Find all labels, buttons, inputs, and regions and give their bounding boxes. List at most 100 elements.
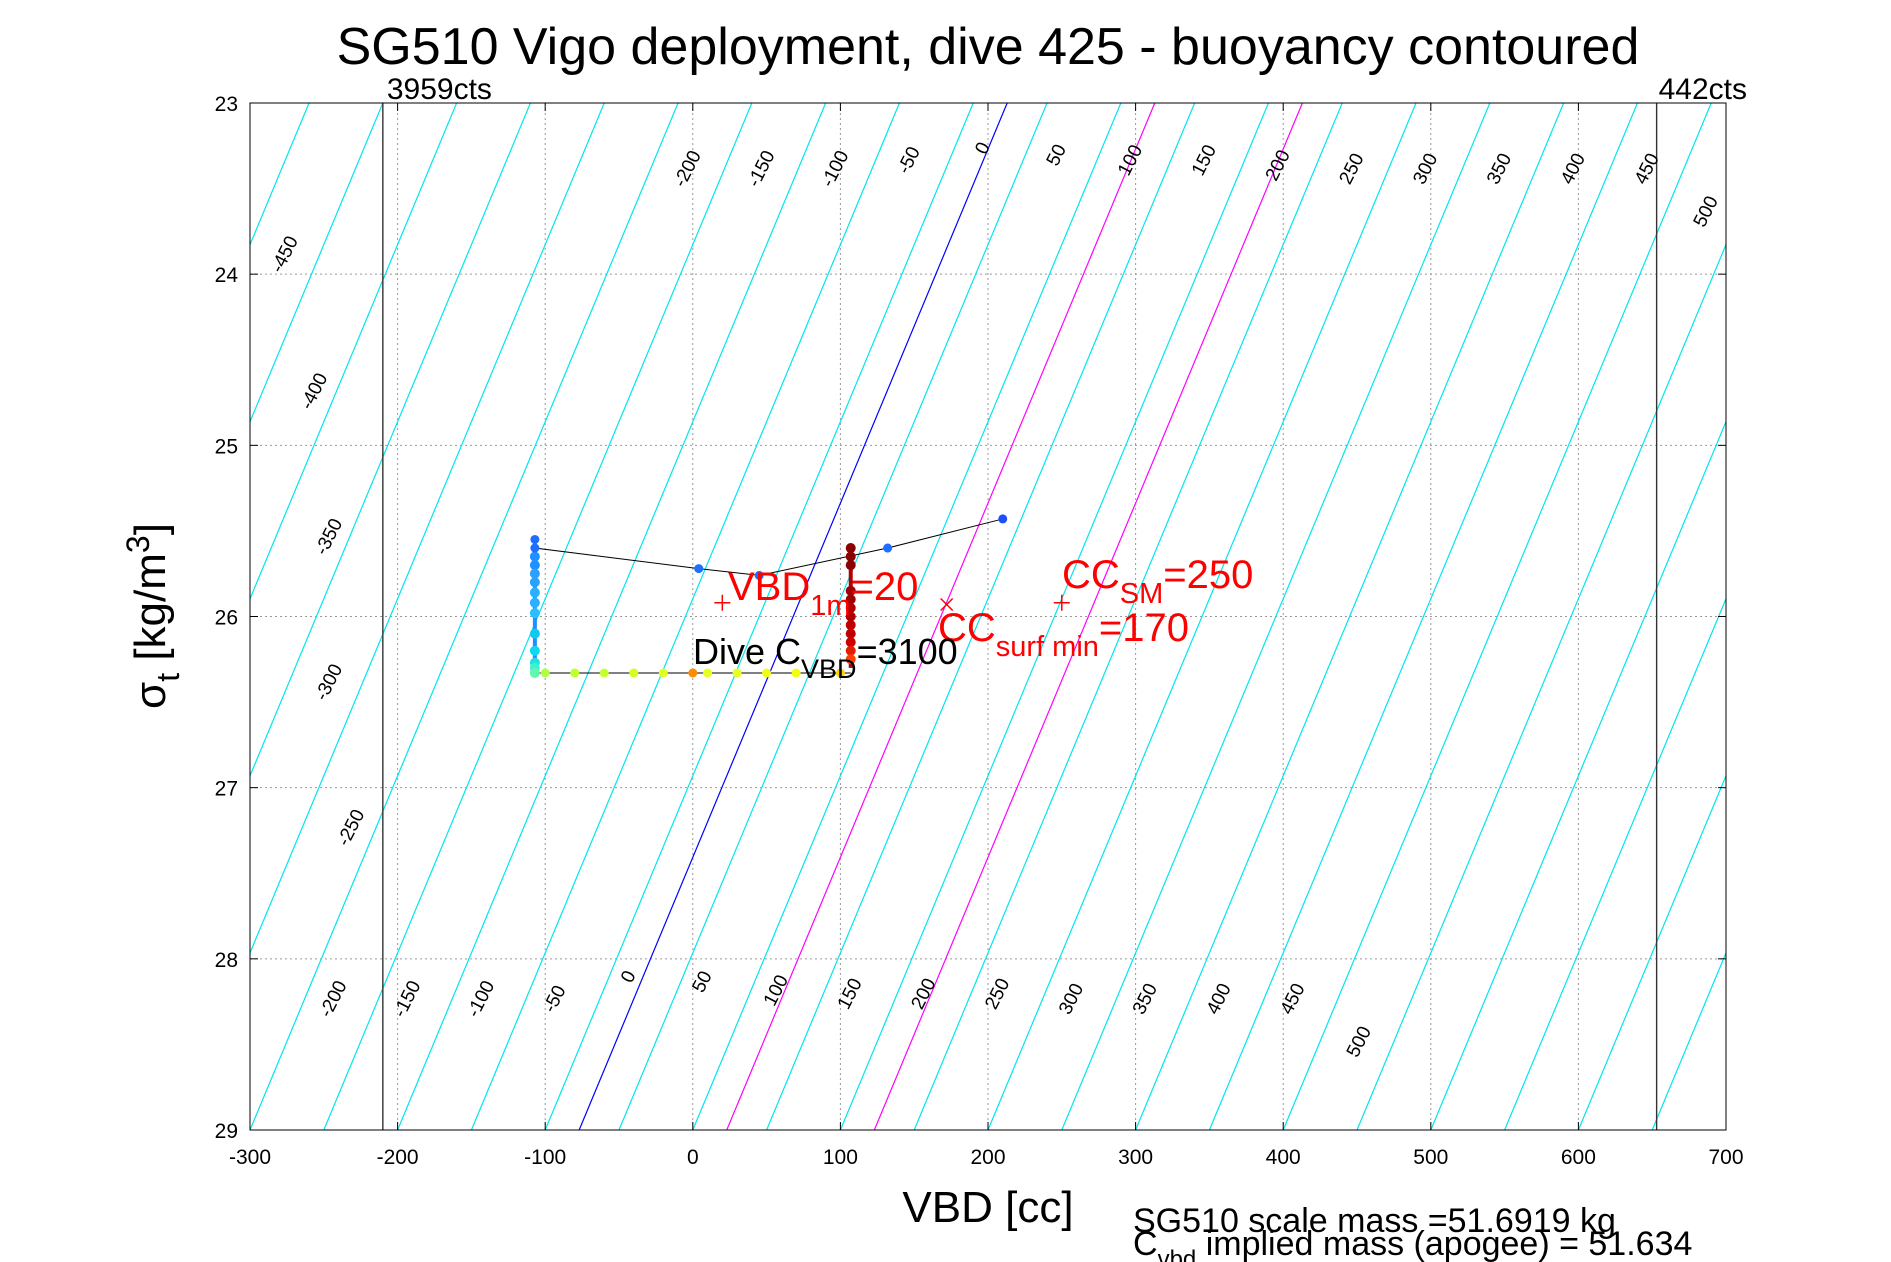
x-tick-label: 300	[1118, 1146, 1153, 1169]
ascent-point	[845, 620, 856, 631]
bottom-point	[703, 668, 713, 678]
descent-point	[529, 568, 540, 579]
chart-title: SG510 Vigo deployment, dive 425 - buoyan…	[337, 18, 1640, 76]
cross-marker	[940, 597, 954, 612]
buoyancy-contour-line	[692, 103, 1122, 1130]
annotation-cc-sm-main: CC	[1062, 553, 1120, 597]
buoyancy-contour-line	[250, 103, 605, 955]
footer-implied-mass-main: C	[1133, 1225, 1158, 1262]
descent-point	[529, 560, 540, 571]
bottom-point	[732, 668, 742, 678]
bottom-point	[540, 668, 550, 678]
y-tick-label: 26	[215, 607, 238, 630]
bottom-point	[629, 668, 639, 678]
dive-profile	[529, 514, 1008, 678]
x-tick-label: 600	[1561, 1146, 1596, 1169]
annotation-cc-sm: CCSM=250	[1062, 553, 1253, 610]
y-tick-label: 29	[215, 1120, 238, 1143]
annotation-cc-sm-sub: SM	[1120, 578, 1164, 610]
mass-contour-line	[726, 103, 1156, 1130]
y-tick-label: 28	[215, 949, 238, 972]
descent-point	[529, 587, 540, 598]
annotation-dive-cvbd-main: Dive C	[693, 631, 801, 672]
descent-point	[529, 628, 540, 639]
profile-point	[883, 543, 893, 553]
profile-point	[998, 514, 1008, 524]
y-axis-label-main: σ	[126, 682, 175, 709]
ascent-point	[845, 628, 856, 639]
annotation-vbd-1m: VBD1m=20	[728, 565, 918, 622]
mass-contour-line	[873, 103, 1303, 1130]
annotation-dive-cvbd: Dive CVBD=3100	[693, 631, 958, 684]
annotation-cc-surf-min-sub: surf min	[996, 631, 1099, 663]
buoyancy-contour-line	[470, 103, 900, 1130]
y-tick-label: 23	[215, 93, 238, 116]
descent-point	[529, 577, 540, 588]
ascent-point	[845, 602, 856, 613]
annotation-cc-surf-min-value: =170	[1099, 606, 1189, 650]
zero-buoyancy-line	[578, 103, 1008, 1130]
plus-marker	[1053, 594, 1070, 611]
buoyancy-contours	[250, 103, 1726, 1130]
y-tick-label: 25	[215, 435, 238, 458]
x-tick-label: 100	[823, 1146, 858, 1169]
special-contours	[578, 103, 1303, 1130]
reference-markers	[714, 594, 1070, 612]
profile-point	[694, 564, 704, 574]
ascent-point	[845, 637, 856, 648]
annotation-cc-sm-value: =250	[1163, 553, 1253, 597]
descent-point	[529, 667, 540, 678]
footer-implied-mass-sub: vbd	[1158, 1246, 1197, 1262]
profile-point	[530, 534, 540, 544]
buoyancy-contour-line	[766, 103, 1196, 1130]
bottom-point	[570, 668, 580, 678]
annotation-vbd-1m-main: VBD	[728, 565, 810, 609]
ascent-point	[845, 585, 856, 596]
bottom-point	[835, 668, 845, 678]
buoyancy-contour-line	[1430, 420, 1726, 1130]
ascent-point	[845, 551, 856, 562]
footer-scale-mass: SG510 scale mass =51.6919 kg	[1133, 1202, 1616, 1240]
x-tick-label: -200	[377, 1146, 419, 1169]
x-tick-label: -300	[229, 1146, 271, 1169]
buoyancy-contour-line	[1356, 243, 1726, 1130]
buoyancy-contour-line	[250, 103, 679, 1130]
buoyancy-contour-line	[1135, 103, 1565, 1130]
annotation-dive-cvbd-value: =3100	[857, 631, 958, 672]
count-limit-label: 442cts	[1659, 73, 1747, 106]
descent-point	[529, 608, 540, 619]
footer-implied-mass: Cvbd implied mass (apogee) = 51.634	[1133, 1225, 1692, 1262]
buoyancy-contour-line	[839, 103, 1269, 1130]
buoyancy-contour-line	[544, 103, 974, 1130]
ascent-point	[845, 560, 856, 571]
x-tick-label: 500	[1413, 1146, 1448, 1169]
bottom-point	[762, 668, 772, 678]
buoyancy-contour-line	[397, 103, 827, 1130]
footer-implied-mass-rest: implied mass (apogee) = 51.634	[1196, 1225, 1692, 1262]
count-limit-lines: 3959cts 442cts	[382, 73, 1747, 1130]
descent-point	[529, 597, 540, 608]
bottom-point	[658, 668, 668, 678]
x-axis-label: VBD [cc]	[902, 1183, 1073, 1232]
plus-marker	[714, 594, 731, 611]
ascent-point	[845, 594, 856, 605]
annotation-cc-surf-min: CCsurf min=170	[938, 606, 1189, 663]
annotation-cc-surf-min-main: CC	[938, 606, 996, 650]
buoyancy-contour-line	[250, 103, 531, 778]
profile-point	[530, 543, 540, 553]
bottom-point	[791, 668, 801, 678]
annotation-vbd-1m-value: =20	[851, 565, 919, 609]
y-axis-label: σt [kg/m3]	[120, 523, 186, 709]
y-axis-label-end: ]	[126, 523, 175, 535]
y-tick-label: 24	[215, 264, 239, 287]
y-axis-label-sub: t	[150, 673, 186, 682]
buoyancy-contour-line	[250, 103, 384, 424]
x-tick-label: -100	[524, 1146, 566, 1169]
buoyancy-contour-line	[1208, 103, 1638, 1130]
x-tick-label: 200	[970, 1146, 1005, 1169]
buoyancy-contour-line	[913, 103, 1343, 1130]
ascent-point	[845, 611, 856, 622]
ascent-point	[845, 654, 856, 665]
y-axis-label-sup: 3	[120, 535, 156, 553]
